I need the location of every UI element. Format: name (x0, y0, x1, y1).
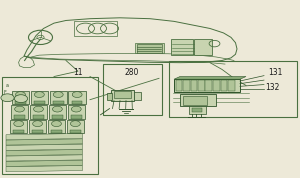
Bar (171, 39, 194, 55)
Circle shape (15, 106, 25, 112)
Bar (106, 93, 112, 100)
Bar (198, 80, 205, 91)
Bar (71, 116, 82, 119)
Bar (176, 80, 182, 91)
Circle shape (14, 121, 24, 127)
Bar (32, 130, 43, 134)
Bar (34, 101, 45, 104)
Bar (31, 91, 48, 104)
Bar (68, 105, 85, 119)
Circle shape (52, 106, 62, 112)
Bar (12, 91, 29, 104)
Polygon shape (6, 160, 82, 166)
Circle shape (72, 92, 82, 98)
Bar (228, 80, 235, 91)
Bar (14, 116, 25, 119)
Bar (111, 90, 134, 101)
Bar (134, 92, 141, 100)
Circle shape (52, 121, 61, 127)
Polygon shape (6, 134, 82, 140)
Bar (220, 80, 227, 91)
Circle shape (70, 121, 80, 127)
Polygon shape (6, 155, 82, 161)
Text: 132: 132 (266, 83, 280, 92)
Bar (67, 120, 84, 134)
Bar (103, 64, 162, 115)
Polygon shape (6, 166, 82, 172)
Bar (189, 106, 206, 114)
Bar (15, 101, 26, 104)
Bar (33, 116, 44, 119)
Circle shape (53, 92, 63, 98)
Circle shape (1, 94, 14, 102)
Bar (190, 80, 197, 91)
Bar (136, 44, 162, 53)
Bar (70, 130, 81, 134)
Bar (48, 120, 65, 134)
Bar (68, 91, 86, 104)
Text: 11: 11 (74, 68, 83, 77)
Polygon shape (174, 77, 246, 79)
Bar (72, 101, 83, 104)
Circle shape (71, 106, 81, 112)
Text: 280: 280 (124, 68, 139, 77)
Bar (51, 130, 62, 134)
Bar (169, 61, 297, 117)
Bar (30, 105, 47, 119)
Polygon shape (6, 139, 82, 145)
Bar (135, 43, 164, 53)
Bar (50, 91, 67, 104)
Text: a: a (5, 83, 8, 88)
Bar (183, 96, 207, 105)
Bar (52, 116, 63, 119)
Bar (194, 39, 212, 55)
Bar (10, 120, 28, 134)
Bar (2, 77, 98, 174)
Bar (192, 108, 202, 112)
Bar (11, 105, 28, 119)
Bar (213, 80, 220, 91)
Text: 131: 131 (268, 68, 283, 77)
Circle shape (16, 92, 26, 98)
Circle shape (34, 106, 44, 112)
Bar (183, 80, 190, 91)
Bar (206, 80, 212, 91)
Circle shape (34, 92, 44, 98)
Polygon shape (6, 150, 82, 156)
Bar (180, 94, 216, 106)
Text: F: F (4, 90, 7, 95)
Circle shape (14, 95, 28, 103)
Bar (114, 91, 130, 98)
Bar (174, 79, 240, 92)
Bar (49, 105, 66, 119)
Bar (53, 101, 64, 104)
Bar (14, 130, 24, 134)
Bar (29, 120, 46, 134)
Bar (74, 21, 117, 36)
Circle shape (33, 121, 43, 127)
Polygon shape (6, 144, 82, 150)
